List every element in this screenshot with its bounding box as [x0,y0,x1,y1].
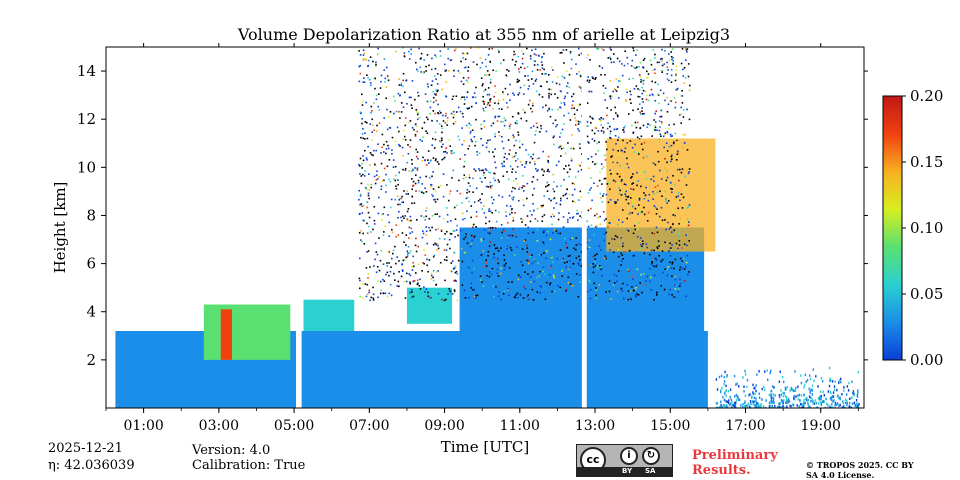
cc-license-badge: cc i ↻ BY SA [576,444,673,477]
by-label: BY [622,467,633,475]
calibration-label: Calibration: True [192,458,306,473]
region-elevated-layer [303,299,355,331]
measurement-date: 2025-12-21 [48,441,123,456]
data-gap [295,47,302,408]
version-label: Version: 4.0 [192,443,271,458]
x-tick-label: 05:00 [274,418,314,434]
data-gap [581,47,587,408]
colorbar-tick-label: 0.20 [910,87,943,105]
colorbar-tick-label: 0.10 [910,219,943,237]
noise-region [358,47,691,302]
sa-icon: ↻ [642,447,660,465]
x-tick-label: 09:00 [424,418,464,434]
colorbar-gradient [882,95,903,361]
y-tick-label: 8 [86,206,96,224]
preliminary-results-note: Preliminary Results. [692,448,778,478]
region-depolarizing-spot [220,309,233,360]
eta-value: η: 42.036039 [48,458,135,473]
region-aerosol-layer [203,304,291,360]
y-tick-label: 12 [77,110,96,128]
region-cirrus [606,138,716,252]
y-axis-label: Height [km] [51,182,69,274]
y-tick-label: 14 [77,62,96,80]
x-tick-label: 13:00 [575,418,615,434]
sa-label: SA [645,467,656,475]
plot-frame [105,46,865,409]
colorbar-tick-label: 0.05 [910,285,943,303]
x-axis-label: Time [UTC] [441,438,530,456]
y-tick-label: 4 [86,303,96,321]
region-layer [406,287,453,324]
copyright-note: © TROPOS 2025. CC BY SA 4.0 License. [806,460,914,480]
colorbar-tick-label: 0.00 [910,351,943,369]
x-tick-label: 19:00 [801,418,841,434]
x-tick-label: 07:00 [349,418,389,434]
x-tick-label: 17:00 [725,418,765,434]
colorbar: 0.00 0.05 0.10 0.15 0.20 [882,87,943,369]
axes: 01:00 03:00 05:00 07:00 09:00 11:00 13:00 15:00… [51,43,868,456]
x-tick-label: 11:00 [500,418,540,434]
x-tick-label: 01:00 [123,418,163,434]
y-tick-label: 10 [77,158,96,176]
x-tick-label: 15:00 [650,418,690,434]
by-icon: i [620,447,638,465]
y-tick-label: 2 [86,351,96,369]
colorbar-tick-label: 0.15 [910,153,943,171]
plot-area [115,47,860,408]
y-tick-label: 6 [86,255,96,273]
sparse-signal-region [715,366,860,408]
chart-title: Volume Depolarization Ratio at 355 nm of… [237,25,731,44]
x-tick-label: 03:00 [199,418,239,434]
